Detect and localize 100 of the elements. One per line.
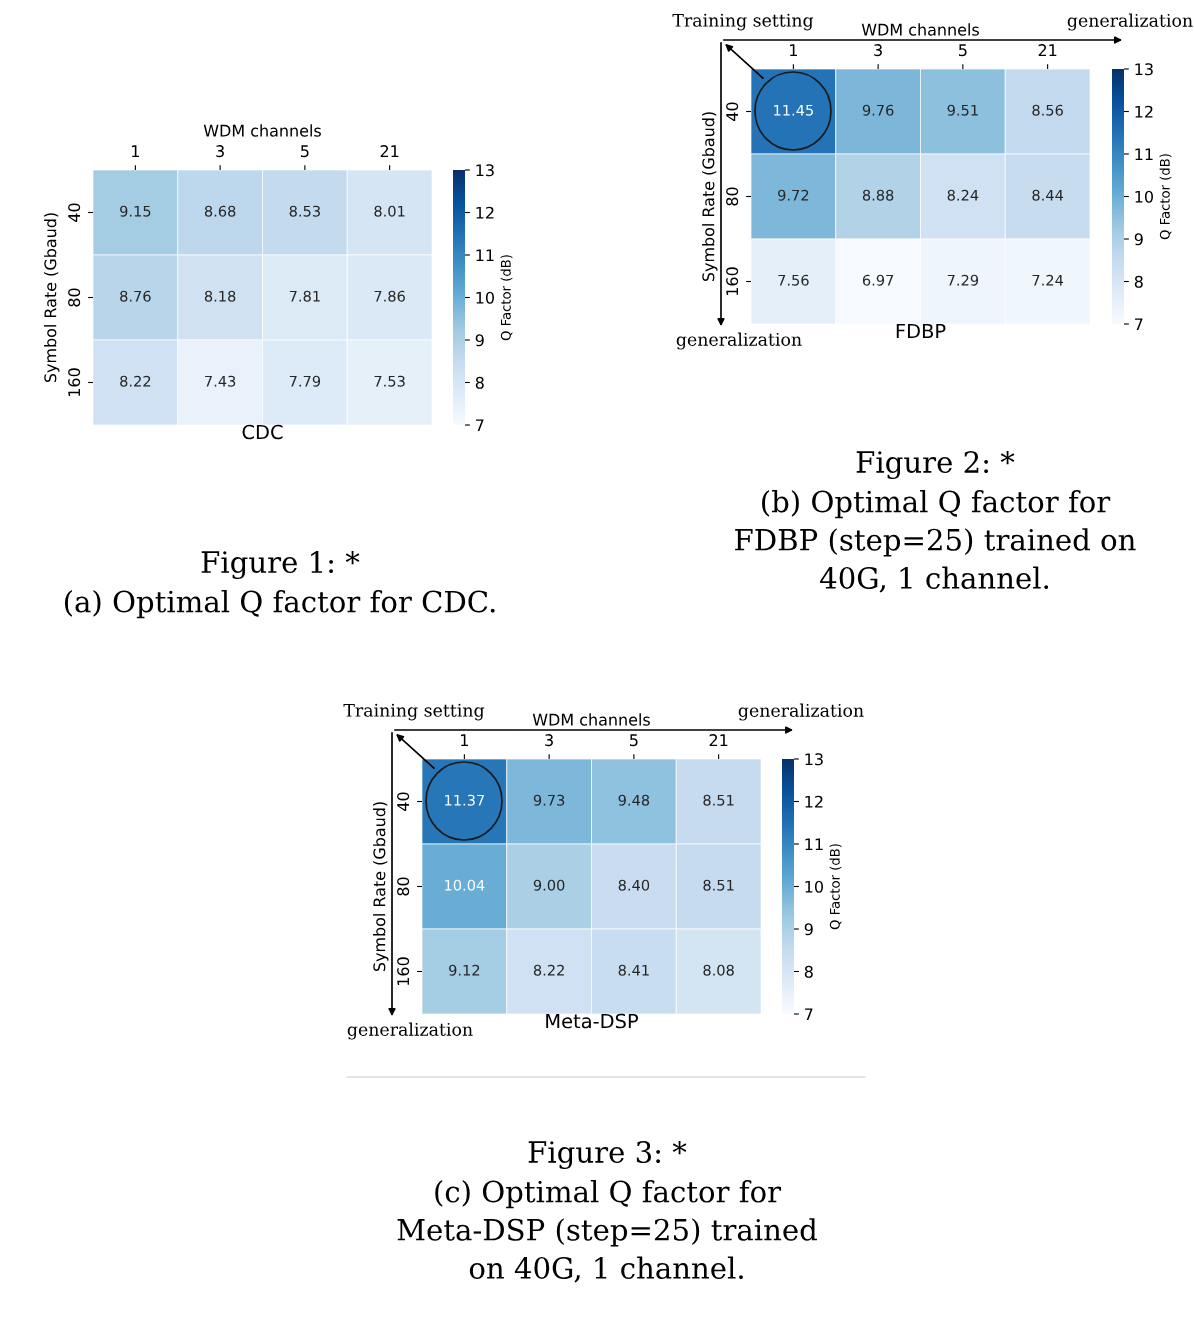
color-bar-label: 8 — [804, 965, 813, 978]
x-tick-label: 3 — [216, 145, 224, 158]
color-bar-label: 9 — [1134, 233, 1143, 246]
data-label: 7.56 — [778, 274, 809, 286]
color-bar-label: 12 — [476, 206, 494, 219]
text: generalization — [738, 703, 864, 721]
y-axis-title: Symbol Rate (Gbaud) — [373, 802, 389, 972]
color-bar-label: 10 — [805, 880, 823, 893]
color-bar-label: 8 — [1134, 275, 1143, 288]
data-label: 8.51 — [703, 879, 734, 891]
data-label: 8.41 — [618, 964, 649, 976]
color-bar-label: 10 — [1135, 190, 1153, 203]
text: FDBP — [896, 323, 946, 339]
text: (b) Optimal Q factor for FDBP (step=25) trained on 40G, 1 channel. — [735, 490, 1136, 593]
data-label: 8.68 — [204, 205, 236, 217]
data-label: 8.01 — [374, 205, 405, 217]
x-axis-title: WDM channels — [861, 23, 979, 36]
color-bar-label: 13 — [1135, 63, 1153, 76]
data-label: 7.43 — [205, 375, 236, 387]
text: Meta-DSP — [546, 1013, 638, 1029]
color-bar-label: 9 — [475, 334, 484, 347]
data-label: 11.37 — [445, 794, 484, 806]
text: CDC — [242, 424, 283, 440]
color-bar-label: 11 — [1135, 148, 1153, 161]
data-label: 11.45 — [774, 104, 813, 116]
data-label: 8.56 — [1032, 104, 1063, 116]
data-label: 7.29 — [947, 274, 979, 286]
data-label: 8.51 — [703, 794, 734, 806]
data-label: 8.76 — [120, 290, 151, 302]
y-tick-label: 80 — [68, 288, 81, 307]
data-label: 8.44 — [1032, 189, 1064, 201]
x-tick-label: 5 — [959, 44, 967, 57]
x-tick-label: 5 — [301, 145, 309, 158]
data-label: 9.00 — [533, 879, 565, 891]
data-label: 8.22 — [533, 964, 564, 976]
data-label: 6.97 — [862, 274, 894, 286]
color-bar-label: 11 — [805, 838, 823, 851]
color-bar-label: 11 — [476, 249, 494, 262]
data-label: 9.73 — [533, 794, 565, 806]
color-bar-label: 9 — [804, 923, 813, 936]
y-tick-label: 40 — [397, 792, 410, 811]
color-bar-label: 7 — [476, 419, 484, 432]
color-bar-title: Q Factor (dB) — [829, 844, 842, 930]
x-tick-label: 3 — [874, 44, 882, 57]
color-bar-label: 13 — [805, 753, 823, 766]
color-bar-label: 8 — [475, 376, 484, 389]
text: Training setting — [672, 13, 814, 31]
y-axis-title: Symbol Rate (Gbaud) — [702, 112, 718, 282]
color-bar-label: 13 — [476, 164, 494, 177]
data-label: 10.04 — [445, 879, 485, 891]
color-bar-title: Q Factor (dB) — [500, 255, 513, 341]
x-tick-label: 1 — [132, 145, 139, 157]
text: (c) Optimal Q factor for Meta-DSP (step=25) trained on 40G, 1 channel. — [397, 1180, 817, 1283]
color-bar-label: 7 — [1135, 318, 1143, 331]
x-tick-label: 1 — [461, 734, 468, 746]
data-label: 8.08 — [703, 964, 734, 976]
caption: Figure 1: * — [201, 550, 360, 580]
y-tick-label: 80 — [726, 187, 739, 206]
x-tick-label: 3 — [545, 734, 553, 747]
color-bar-label: 12 — [1135, 105, 1153, 118]
caption: Figure 3: * — [528, 1140, 687, 1170]
data-label: 9.15 — [120, 205, 151, 217]
data-label: 7.53 — [374, 375, 405, 387]
data-label: 9.76 — [862, 104, 894, 116]
text: generalization — [676, 332, 802, 350]
y-tick-label: 160 — [726, 267, 739, 295]
x-tick-label: 21 — [709, 734, 728, 746]
data-label: 8.18 — [204, 290, 236, 302]
color-bar-title: Q Factor (dB) — [1159, 154, 1172, 240]
data-label: 9.12 — [449, 964, 480, 976]
x-tick-label: 21 — [380, 145, 399, 157]
x-tick-label: 5 — [630, 734, 638, 747]
data-label: 7.86 — [374, 290, 405, 302]
text: Training setting — [343, 703, 485, 721]
x-axis-title: WDM channels — [532, 713, 650, 726]
y-axis-title: Symbol Rate (Gbaud) — [44, 213, 60, 383]
data-label: 8.24 — [947, 189, 979, 201]
color-bar-label: 7 — [805, 1008, 813, 1021]
x-axis-title: WDM channels — [203, 124, 321, 137]
y-tick-label: 160 — [397, 957, 410, 985]
data-label: 9.72 — [778, 189, 809, 201]
data-label: 8.22 — [120, 375, 151, 387]
text: (a) Optimal Q factor for CDC. — [64, 590, 495, 619]
data-label: 9.48 — [618, 794, 650, 806]
text: generalization — [347, 1022, 473, 1040]
data-label: 8.53 — [289, 205, 320, 217]
data-label: 8.88 — [862, 189, 894, 201]
data-label: 9.51 — [947, 104, 978, 116]
data-label: 7.81 — [289, 290, 320, 302]
y-tick-label: 80 — [397, 877, 410, 896]
y-tick-label: 160 — [68, 368, 81, 396]
color-bar-label: 12 — [805, 795, 823, 808]
x-tick-label: 1 — [790, 44, 797, 56]
caption: Figure 2: * — [856, 450, 1015, 480]
y-tick-label: 40 — [68, 203, 81, 222]
data-label: 8.40 — [618, 879, 650, 891]
color-bar-label: 10 — [476, 291, 494, 304]
x-tick-label: 21 — [1038, 44, 1057, 56]
data-label: 7.79 — [289, 375, 321, 387]
data-label: 7.24 — [1032, 274, 1064, 286]
